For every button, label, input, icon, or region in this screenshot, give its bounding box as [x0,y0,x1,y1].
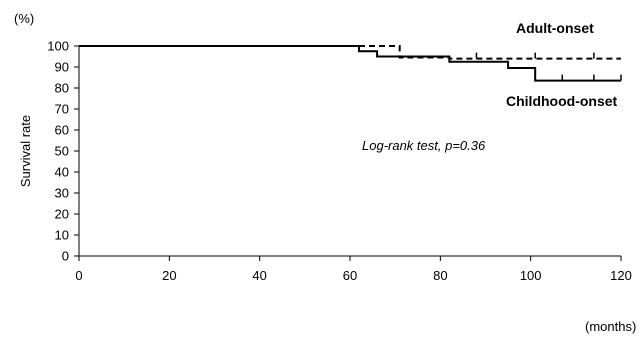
series-line-childhood-onset [79,45,621,82]
x-tick-label-40: 40 [252,268,266,283]
series-label-childhood-onset: Childhood-onset [506,93,618,109]
y-tick-label-20: 20 [55,207,69,222]
y-tick-label-30: 30 [55,186,69,201]
x-tick-label-0: 0 [75,268,82,283]
axes: 0 10 20 30 40 50 60 70 80 90 100 0 20 40 60 80 100 120 [47,39,632,284]
x-tick-label-120: 120 [610,268,632,283]
x-tick-label-100: 100 [520,268,542,283]
x-axis-title: (months) [585,319,636,334]
log-rank-annotation: Log-rank test, p=0.36 [362,138,486,153]
y-tick-label-70: 70 [55,102,69,117]
y-axis-title: Survival rate [18,115,33,187]
x-tick-label-20: 20 [162,268,176,283]
y-tick-label-50: 50 [55,144,69,159]
y-tick-label-90: 90 [55,60,69,75]
y-tick-label-10: 10 [55,228,69,243]
y-tick-label-0: 0 [62,249,69,264]
y-axis-unit: (%) [14,11,34,26]
y-tick-label-100: 100 [47,39,69,54]
x-tick-label-60: 60 [343,268,357,283]
x-tick-label-80: 80 [433,268,447,283]
series-line-adult-onset [79,45,621,60]
series-label-adult-onset: Adult-onset [516,20,594,36]
y-tick-label-40: 40 [55,165,69,180]
y-tick-label-80: 80 [55,81,69,96]
y-tick-label-60: 60 [55,123,69,138]
series-layer [79,45,622,82]
